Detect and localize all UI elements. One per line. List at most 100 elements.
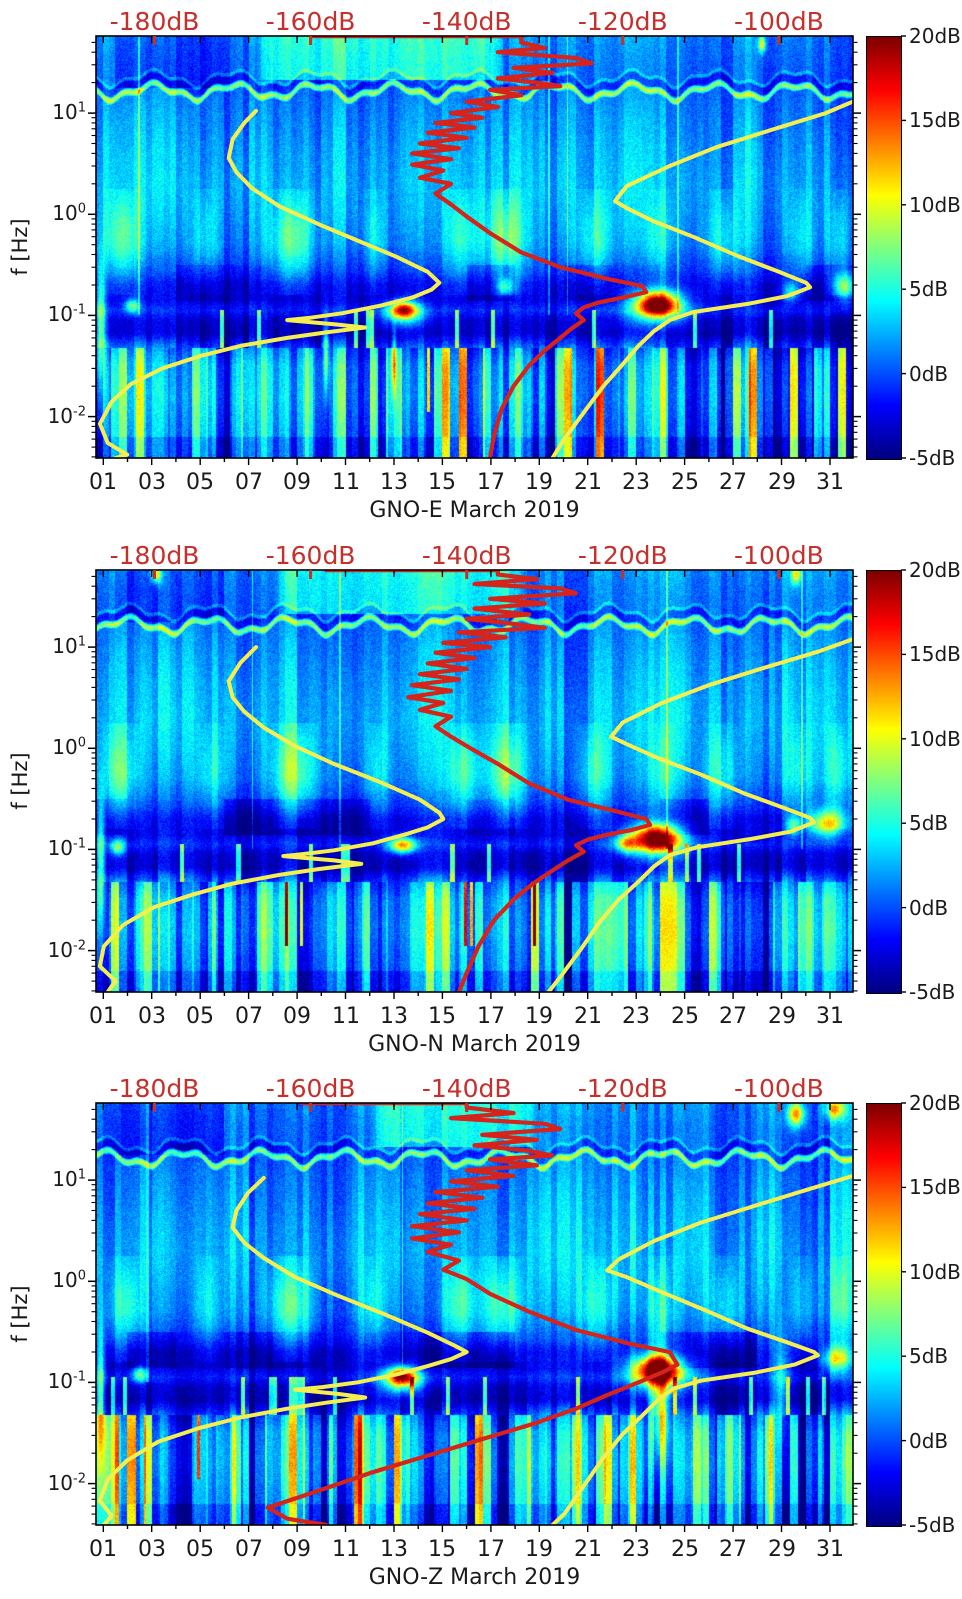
x-tick-label: 15 xyxy=(428,1004,456,1029)
y-tick-label: 101 xyxy=(52,1167,86,1191)
plot-border xyxy=(95,1102,854,1526)
x-tick-label: 27 xyxy=(719,1537,747,1562)
x-tick-label: 01 xyxy=(89,1537,117,1562)
x-tick-label: 27 xyxy=(719,1004,747,1029)
x-tick-label: 07 xyxy=(235,1004,263,1029)
y-tick-label: 100 xyxy=(52,735,86,759)
x-tick-label: 11 xyxy=(332,1004,360,1029)
x-tick-label: 07 xyxy=(235,470,263,495)
x-tick-label: 17 xyxy=(477,1537,505,1562)
panel-gno-e: f [Hz] -180dB -160dB -140dB -120dB -100dB 10… xyxy=(0,0,962,534)
db-tick-label: -160dB xyxy=(266,7,356,36)
y-tick-label: 10-2 xyxy=(47,404,86,428)
db-tick-label: -100dB xyxy=(734,541,824,570)
yellow-high-noise-model-curve xyxy=(550,99,853,458)
db-tick-label: -120dB xyxy=(578,7,668,36)
y-tick-label: 101 xyxy=(52,100,86,124)
x-tick-label: 25 xyxy=(671,1004,699,1029)
y-tick-label: 100 xyxy=(52,1268,86,1292)
db-tick-label: -180dB xyxy=(110,7,200,36)
x-tick-label: 27 xyxy=(719,470,747,495)
x-tick-label: 13 xyxy=(380,1537,408,1562)
colorbar-tick-label: -5dB xyxy=(909,446,956,470)
x-tick-label: 21 xyxy=(574,1004,602,1029)
x-tick-label: 19 xyxy=(525,1537,553,1562)
x-tick-label: 23 xyxy=(622,1537,650,1562)
axes-overlay: -180dB -160dB -140dB -120dB -100dB xyxy=(88,541,906,999)
curves-group xyxy=(97,1103,853,1525)
colorbar-tick-label: 20dB xyxy=(909,558,961,582)
panel-title: GNO-N March 2019 xyxy=(368,1032,581,1057)
x-tick-label: 05 xyxy=(186,1537,214,1562)
yellow-low-noise-model-curve xyxy=(97,108,442,458)
db-tick-label: -160dB xyxy=(266,1074,356,1103)
db-tick-label: -140dB xyxy=(422,541,512,570)
x-tick-label: 13 xyxy=(380,470,408,495)
x-tick-label: 21 xyxy=(574,1537,602,1562)
db-tick-label: -180dB xyxy=(110,1074,200,1103)
x-tick-label: 09 xyxy=(283,1537,311,1562)
panel-title: GNO-Z March 2019 xyxy=(368,1565,581,1590)
y-tick-label: 100 xyxy=(52,201,86,225)
db-tick-label: -100dB xyxy=(734,1074,824,1103)
colorbar-tick-label: 10dB xyxy=(909,727,961,751)
x-tick-label: 03 xyxy=(138,1004,166,1029)
x-tick-label: 01 xyxy=(89,470,117,495)
x-tick-label: 03 xyxy=(138,1537,166,1562)
y-tick-label: 10-1 xyxy=(47,1369,86,1393)
panel-title: GNO-E March 2019 xyxy=(369,498,580,523)
x-tick-label: 29 xyxy=(768,1004,796,1029)
colorbar xyxy=(866,1103,902,1527)
curves-group xyxy=(97,570,853,992)
plot-border xyxy=(95,35,854,459)
y-tick-label: 10-1 xyxy=(47,302,86,326)
red-median-psd-curve xyxy=(324,570,653,992)
yellow-high-noise-model-curve xyxy=(546,637,853,992)
plot-border xyxy=(95,569,854,993)
colorbar-tick-label: 15dB xyxy=(909,108,961,132)
db-tick-label: -180dB xyxy=(110,541,200,570)
yellow-low-noise-model-curve xyxy=(97,645,446,992)
x-tick-label: 19 xyxy=(525,1004,553,1029)
x-tick-label: 19 xyxy=(525,470,553,495)
y-tick-label: 10-1 xyxy=(47,836,86,860)
x-tick-label: 21 xyxy=(574,470,602,495)
x-tick-label: 29 xyxy=(768,470,796,495)
db-tick-label: -140dB xyxy=(422,1074,512,1103)
colorbar-tick-label: 0dB xyxy=(909,1429,949,1453)
red-median-psd-curve xyxy=(265,1103,680,1525)
x-tick-label: 17 xyxy=(477,470,505,495)
colorbar-tick-label: -5dB xyxy=(909,980,956,1004)
y-tick-label: 101 xyxy=(52,634,86,658)
colorbar-tick-label: 5dB xyxy=(909,1344,949,1368)
x-tick-label: 29 xyxy=(768,1537,796,1562)
colorbar-tick-label: 0dB xyxy=(909,896,949,920)
colorbar-tick-label: 10dB xyxy=(909,1260,961,1284)
x-tick-label: 17 xyxy=(477,1004,505,1029)
x-tick-label: 09 xyxy=(283,1004,311,1029)
colorbar-tick-label: 5dB xyxy=(909,277,949,301)
x-tick-label: 23 xyxy=(622,1004,650,1029)
x-tick-label: 25 xyxy=(671,1537,699,1562)
x-tick-label: 13 xyxy=(380,1004,408,1029)
x-tick-label: 09 xyxy=(283,470,311,495)
x-tick-label: 23 xyxy=(622,470,650,495)
colorbar-tick-label: 0dB xyxy=(909,362,949,386)
yellow-low-noise-model-curve xyxy=(97,1175,469,1525)
x-tick-label: 05 xyxy=(186,470,214,495)
colorbar-tick-label: 15dB xyxy=(909,1175,961,1199)
x-tick-label: 15 xyxy=(428,470,456,495)
x-tick-label: 05 xyxy=(186,1004,214,1029)
spectrogram-canvas xyxy=(96,36,853,458)
x-tick-label: 25 xyxy=(671,470,699,495)
colorbar xyxy=(866,36,902,460)
curves-group xyxy=(97,36,853,458)
db-tick-label: -100dB xyxy=(734,7,824,36)
x-tick-label: 11 xyxy=(332,470,360,495)
colorbar-tick-label: 10dB xyxy=(909,193,961,217)
colorbar-tick-label: 20dB xyxy=(909,24,961,48)
db-tick-label: -160dB xyxy=(266,541,356,570)
db-tick-label: -140dB xyxy=(422,7,512,36)
x-tick-label: 07 xyxy=(235,1537,263,1562)
